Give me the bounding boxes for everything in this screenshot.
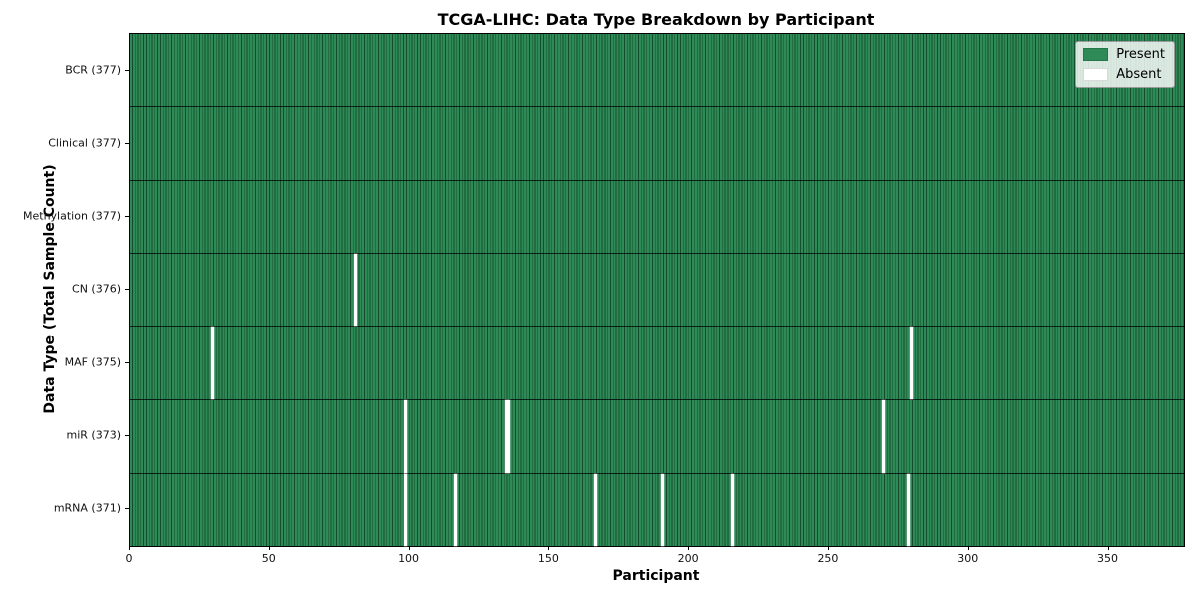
y-tick-mark <box>125 435 129 437</box>
y-tick-label: BCR (377) <box>65 63 121 77</box>
x-tick-mark <box>548 546 550 550</box>
x-axis-label: Participant <box>612 568 700 584</box>
absent-marker <box>909 327 913 400</box>
x-tick-label: 0 <box>125 552 133 565</box>
legend-item: Absent <box>1083 67 1165 82</box>
y-tick-label: mRNA (371) <box>53 501 121 515</box>
y-tick-mark <box>125 215 129 217</box>
y-tick-label: Methylation (377) <box>23 209 121 223</box>
x-tick-mark <box>827 546 829 550</box>
heatmap-row <box>130 327 1184 401</box>
y-tick-mark <box>125 289 129 290</box>
heatmap-row <box>130 400 1184 474</box>
absent-marker <box>353 253 357 327</box>
y-tick-label: MAF (375) <box>64 355 121 369</box>
x-tick-label: 50 <box>261 552 276 565</box>
x-tick-mark <box>688 546 690 550</box>
y-tick-mark <box>125 362 129 364</box>
legend-label: Absent <box>1116 67 1162 82</box>
legend-item: Present <box>1083 47 1165 62</box>
y-tick-label: Clinical (377) <box>48 136 121 150</box>
y-tick-mark <box>125 508 129 510</box>
absent-marker <box>730 473 734 546</box>
x-tick-label: 300 <box>957 552 979 565</box>
x-tick-mark <box>129 546 130 550</box>
x-tick-mark <box>408 546 410 550</box>
heatmap-row <box>130 34 1184 108</box>
absent-marker <box>507 400 511 473</box>
y-tick-label: CN (376) <box>72 282 121 296</box>
x-tick-label: 350 <box>1097 552 1118 565</box>
y-tick-mark <box>125 69 129 71</box>
plot-area: Present Absent <box>129 33 1185 547</box>
legend-swatch-present <box>1083 48 1109 61</box>
x-tick-label: 200 <box>677 552 699 565</box>
absent-marker <box>881 400 885 473</box>
absent-marker <box>661 473 665 546</box>
absent-marker <box>504 400 508 473</box>
x-tick-label: 250 <box>817 552 839 565</box>
heatmap-row <box>130 107 1184 181</box>
heatmap-row <box>130 253 1184 328</box>
absent-marker <box>593 473 597 546</box>
absent-marker <box>454 473 458 546</box>
legend-swatch-absent <box>1083 68 1109 81</box>
legend: Present Absent <box>1075 41 1175 88</box>
absent-marker <box>210 327 214 400</box>
y-tick-label: miR (373) <box>66 428 122 442</box>
heatmap-row <box>130 473 1184 546</box>
x-tick-mark <box>967 546 969 550</box>
absent-marker <box>907 473 911 546</box>
x-tick-label: 100 <box>398 552 420 565</box>
chart-title: TCGA-LIHC: Data Type Breakdown by Partic… <box>437 10 875 29</box>
y-tick-mark <box>125 142 129 144</box>
heatmap-rows <box>130 34 1184 546</box>
x-tick-mark <box>268 546 270 550</box>
absent-marker <box>403 473 407 546</box>
absent-marker <box>403 400 407 473</box>
x-tick-mark <box>1107 546 1109 550</box>
legend-label: Present <box>1116 47 1165 62</box>
heatmap-row <box>130 181 1184 254</box>
x-tick-label: 150 <box>537 552 559 565</box>
